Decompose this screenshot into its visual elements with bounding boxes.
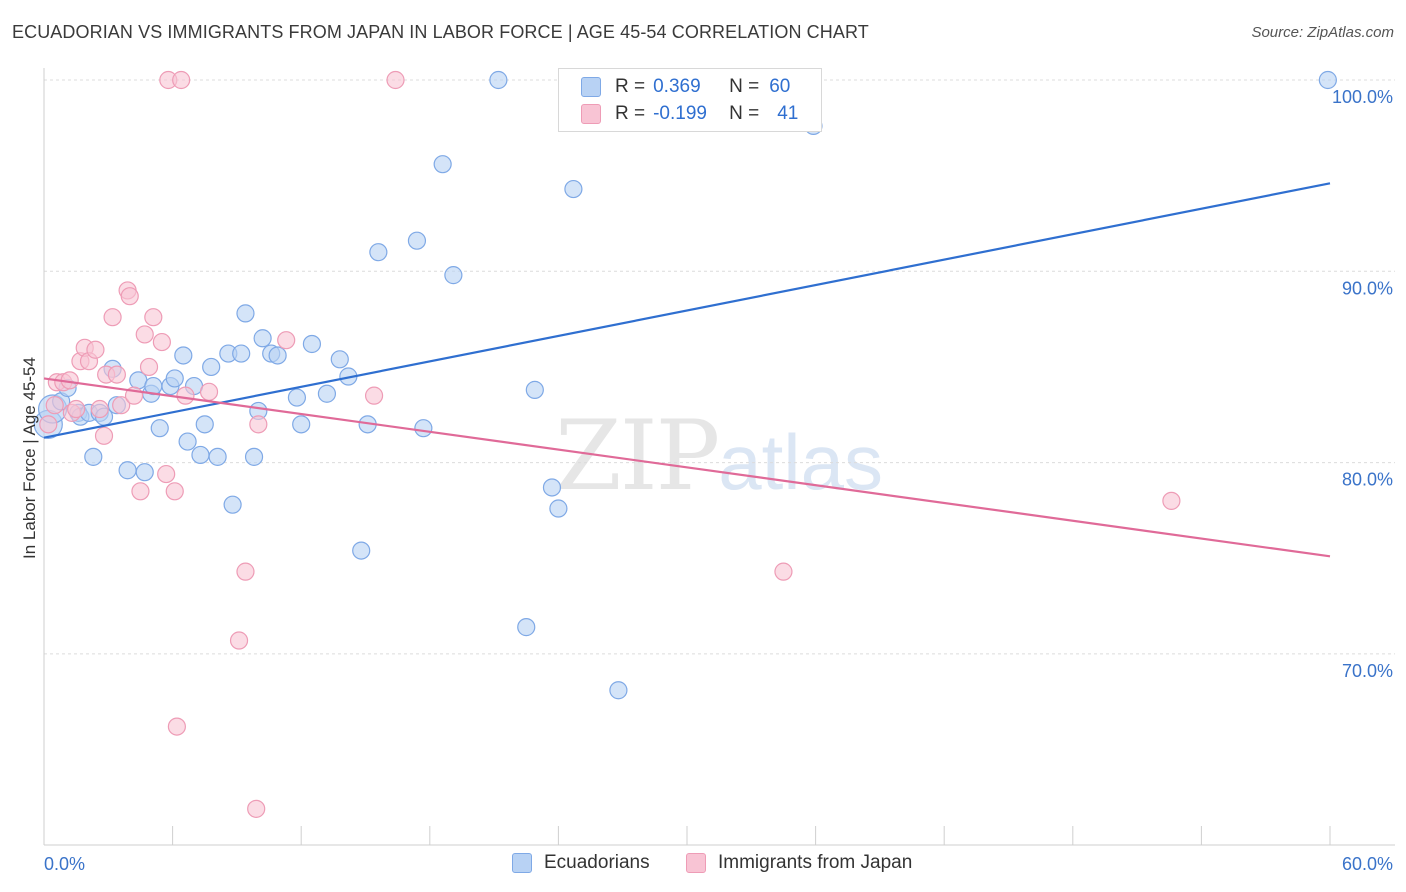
- bottom-legend-label-ecuadorians: Ecuadorians: [544, 852, 650, 873]
- y-tick-label: 90.0%: [1342, 278, 1393, 298]
- point-ecuadorian: [208, 447, 227, 466]
- point-japan: [67, 399, 86, 419]
- point-japan: [131, 482, 150, 501]
- point-ecuadorian: [369, 243, 388, 262]
- bottom-legend-label-japan: Immigrants from Japan: [718, 852, 913, 873]
- point-japan: [277, 331, 296, 350]
- point-ecuadorian: [165, 369, 184, 388]
- x-tick-label: 0.0%: [44, 854, 85, 874]
- legend-n-label: N =: [729, 103, 760, 124]
- point-japan: [135, 325, 154, 344]
- point-japan: [144, 308, 163, 327]
- point-japan: [229, 631, 249, 650]
- point-ecuadorian: [564, 179, 583, 199]
- point-ecuadorian: [253, 329, 272, 348]
- point-ecuadorian: [232, 344, 251, 363]
- point-japan: [364, 386, 384, 405]
- point-ecuadorian: [352, 541, 371, 560]
- point-ecuadorian: [444, 266, 463, 285]
- point-ecuadorian: [1318, 70, 1337, 90]
- point-japan: [103, 308, 122, 327]
- legend-row-ecuadorians: R = 0.369 N = 60: [581, 75, 790, 99]
- bottom-legend-swatch-japan: [686, 853, 706, 873]
- legend-n-value: 60: [769, 76, 791, 97]
- legend-row-japan: R = -0.199 N = 41: [581, 102, 798, 126]
- y-axis-label: In Labor Force | Age 45-54: [20, 357, 39, 559]
- chart-title: ECUADORIAN VS IMMIGRANTS FROM JAPAN IN L…: [12, 22, 869, 42]
- point-ecuadorian: [414, 419, 433, 438]
- point-ecuadorian: [525, 380, 544, 400]
- point-ecuadorian: [223, 495, 242, 514]
- stats-legend: R = 0.369 N = 60 R = -0.199 N = 41: [558, 68, 822, 132]
- point-japan: [90, 399, 109, 419]
- point-ecuadorian: [84, 447, 103, 466]
- point-japan: [774, 562, 793, 581]
- point-japan: [45, 396, 64, 415]
- y-tick-label: 100.0%: [1332, 87, 1393, 107]
- point-japan: [86, 340, 105, 359]
- point-japan: [386, 70, 405, 90]
- legend-r-value: -0.199: [653, 103, 707, 124]
- point-ecuadorian: [517, 618, 536, 637]
- point-japan: [112, 396, 131, 415]
- point-japan: [236, 562, 255, 581]
- point-japan: [152, 332, 171, 352]
- point-japan: [176, 386, 195, 405]
- point-ecuadorian: [489, 70, 508, 90]
- trendline-ecuadorians: [43, 182, 1331, 439]
- legend-n-label: N =: [729, 76, 760, 97]
- point-ecuadorian: [549, 499, 568, 518]
- point-ecuadorian: [191, 445, 210, 465]
- point-ecuadorian: [609, 681, 628, 700]
- point-japan: [139, 357, 159, 377]
- point-ecuadorian: [317, 384, 337, 403]
- point-ecuadorian: [244, 447, 264, 466]
- point-ecuadorian: [542, 478, 562, 497]
- point-ecuadorian: [292, 415, 311, 434]
- point-japan: [39, 415, 58, 434]
- legend-r-label: R =: [615, 76, 646, 97]
- point-ecuadorian: [118, 461, 137, 480]
- point-japan: [199, 382, 219, 401]
- x-tick-label: 60.0%: [1342, 854, 1393, 874]
- legend-r-label: R =: [615, 103, 646, 124]
- trendline-japan: [43, 377, 1331, 558]
- point-japan: [1162, 491, 1181, 510]
- point-japan: [165, 482, 184, 501]
- legend-swatch-japan: [581, 104, 601, 124]
- bottom-legend-japan: Immigrants from Japan: [686, 852, 912, 874]
- point-ecuadorian: [433, 155, 452, 174]
- point-ecuadorian: [150, 419, 169, 438]
- bottom-legend-ecuadorians: Ecuadorians: [512, 852, 650, 874]
- legend-r-value: 0.369: [653, 76, 701, 97]
- watermark-zip: ZIP: [555, 400, 720, 512]
- point-japan: [172, 70, 191, 90]
- legend-n-value: 41: [777, 103, 799, 124]
- point-ecuadorian: [330, 350, 349, 369]
- point-japan: [107, 365, 126, 384]
- watermark: ZIPatlas: [555, 400, 883, 512]
- y-tick-label: 80.0%: [1342, 470, 1393, 490]
- point-ecuadorian: [174, 346, 193, 365]
- point-ecuadorian: [236, 304, 255, 323]
- point-japan: [157, 464, 176, 484]
- y-tick-label: 70.0%: [1342, 661, 1393, 681]
- point-ecuadorian: [195, 415, 214, 434]
- bottom-legend-swatch-ecuadorians: [512, 853, 532, 873]
- point-ecuadorian: [302, 334, 322, 354]
- source-credit: Source: ZipAtlas.com: [1251, 24, 1394, 41]
- point-japan: [120, 287, 139, 306]
- point-ecuadorian: [178, 432, 197, 451]
- point-japan: [94, 426, 114, 445]
- point-ecuadorian: [202, 357, 221, 377]
- point-japan: [167, 717, 186, 736]
- point-japan: [249, 415, 268, 434]
- point-ecuadorian: [135, 463, 154, 482]
- point-japan: [247, 799, 266, 818]
- point-ecuadorian: [287, 388, 307, 407]
- point-ecuadorian: [407, 231, 427, 250]
- point-ecuadorian: [268, 346, 287, 365]
- legend-swatch-ecuadorians: [581, 77, 601, 97]
